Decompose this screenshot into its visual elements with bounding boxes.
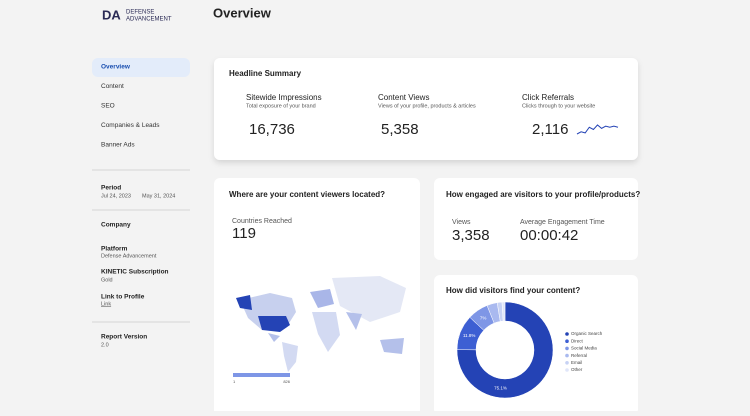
metric-value: 16,736 <box>249 121 295 138</box>
logo-text: ADVANCEMENT <box>126 17 172 23</box>
value: May 31, 2024 <box>142 193 175 199</box>
map-region <box>236 295 252 310</box>
card-title: Where are your content viewers located? <box>229 190 385 199</box>
legend-label: Referral <box>571 353 587 358</box>
label: Period <box>101 185 121 192</box>
sidebar-info: Period Jul 24, 2023 May 31, 2024 Company… <box>92 169 190 348</box>
nav[interactable]: Overview Content SEO Companies & Leads Banne… <box>101 64 160 149</box>
sparkline-path <box>576 124 619 135</box>
card-title: Headline Summary <box>229 69 302 78</box>
legend-swatch <box>565 353 569 358</box>
legend-label: Direct <box>571 338 584 343</box>
value: 00:00:42 <box>520 227 578 244</box>
map-region <box>282 342 298 372</box>
label: Countries Reached <box>232 218 292 225</box>
metric-sub: Clicks through to your website <box>522 103 595 109</box>
nav-item[interactable]: SEO <box>101 103 115 110</box>
donut-chart: 75.1% Organic Search 11.8% Direct 7% Social M… <box>456 301 603 399</box>
label: Company <box>101 222 131 229</box>
metric-label: Click Referrals <box>522 93 574 102</box>
headline-card <box>214 58 638 160</box>
card-title: How engaged are visitors to your profile… <box>446 190 640 199</box>
legend-swatch <box>565 368 569 372</box>
world-map: 1 826 <box>233 276 406 384</box>
label: Report Version <box>101 334 147 341</box>
map-region <box>380 338 404 354</box>
page-title: Overview <box>213 5 272 20</box>
map-region <box>268 333 280 342</box>
legend-label: Social Media <box>571 346 597 351</box>
legend-swatch <box>565 332 569 336</box>
map-region <box>258 316 290 332</box>
label: Link to Profile <box>101 294 145 301</box>
legend-swatch <box>565 361 569 365</box>
nav-item[interactable]: Banner Ads <box>101 142 135 149</box>
legend-swatch <box>565 346 569 351</box>
engagement-card <box>434 178 638 260</box>
logo-text: DEFENSE <box>126 10 154 16</box>
map-region <box>310 289 334 308</box>
metric-label: Sitewide Impressions <box>246 93 322 102</box>
data-label: 75.1% <box>494 385 507 390</box>
value: Gold <box>101 277 113 283</box>
legend-swatch <box>565 339 569 344</box>
metric-label: Content Views <box>378 93 429 102</box>
metric-value: 2,116 <box>532 121 568 138</box>
legend-max: 826 <box>283 379 290 384</box>
nav-item[interactable]: Overview <box>101 64 131 71</box>
card-title: How did visitors find your content? <box>446 286 580 295</box>
link[interactable]: Link <box>101 301 111 307</box>
label: KINETIC Subscription <box>101 269 169 276</box>
legend-label: Organic Search <box>571 331 603 336</box>
data-label: 11.8% <box>463 333 475 338</box>
value: Defense Advancement <box>101 253 157 259</box>
label: Platform <box>101 246 128 253</box>
nav-item[interactable]: Content <box>101 83 124 90</box>
map-legend-bar <box>233 373 290 377</box>
value: Jul 24, 2023 <box>101 193 131 199</box>
legend-label: Email <box>571 360 582 365</box>
value: 3,358 <box>452 227 490 244</box>
data-label: 7% <box>480 315 487 320</box>
metric-value: 5,358 <box>381 121 419 138</box>
map-region <box>332 276 406 322</box>
legend-label: Other <box>571 367 583 372</box>
label: Average Engagement Time <box>520 219 605 226</box>
nav-active-bg <box>92 58 190 77</box>
donut-segment <box>456 301 554 399</box>
map-region <box>346 312 362 330</box>
value: 2.0 <box>101 342 109 348</box>
legend-min: 1 <box>233 379 236 384</box>
value: 119 <box>232 225 256 242</box>
donut-segment <box>501 301 506 322</box>
logo-initials: DA <box>102 7 121 22</box>
metric-sub: Total exposure of your brand <box>246 103 316 109</box>
logo: DA DEFENSE ADVANCEMENT <box>102 7 172 22</box>
map-region <box>312 312 340 352</box>
nav-item[interactable]: Companies & Leads <box>101 122 160 129</box>
label: Views <box>452 219 471 226</box>
sparkline <box>576 124 619 135</box>
metric-sub: Views of your profile, products & articl… <box>378 103 476 109</box>
